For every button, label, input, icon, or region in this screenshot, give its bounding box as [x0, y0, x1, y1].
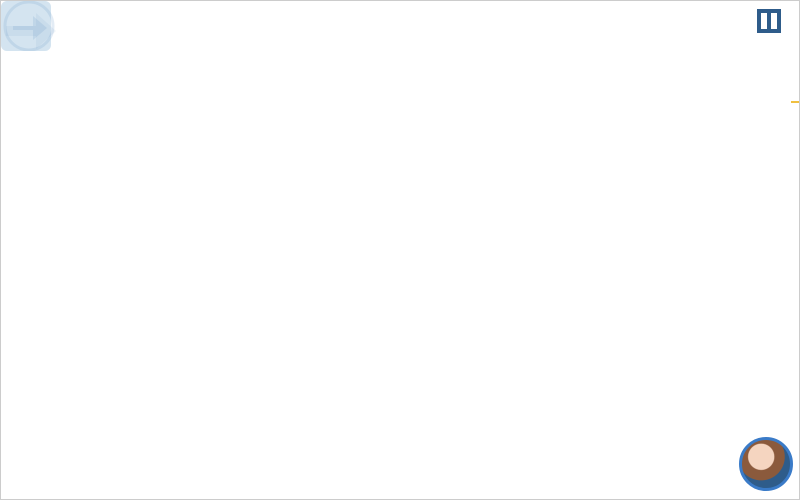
- volume-chart: [1, 381, 761, 471]
- chart-header: [9, 5, 17, 17]
- logo-icon: [757, 9, 781, 33]
- logo: [757, 9, 787, 33]
- y-axis-price: [759, 21, 799, 381]
- price-chart: [1, 21, 761, 381]
- price-badge: [791, 101, 799, 103]
- x-axis: [1, 481, 761, 497]
- chart-container: [0, 0, 800, 500]
- avatar-icon[interactable]: [739, 437, 793, 491]
